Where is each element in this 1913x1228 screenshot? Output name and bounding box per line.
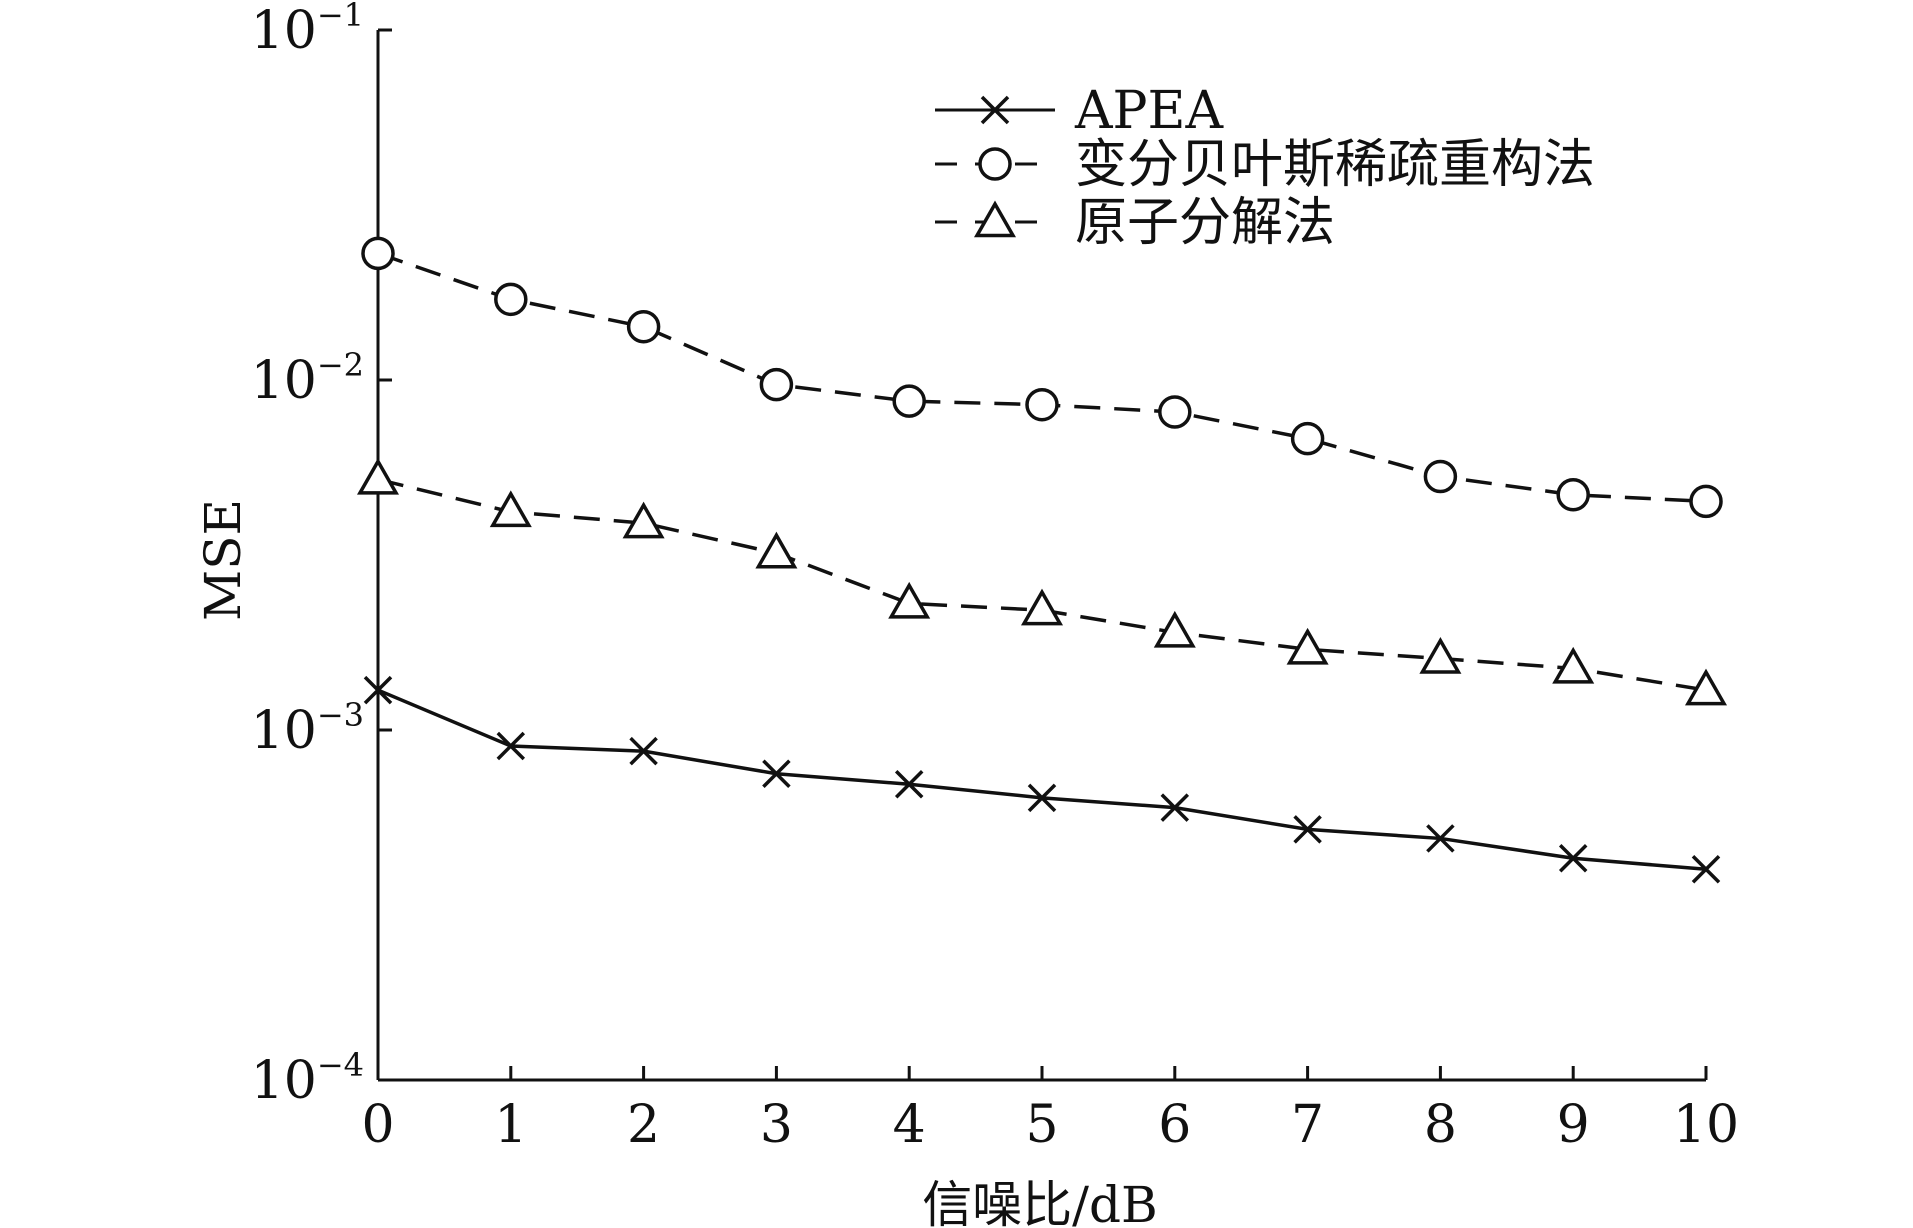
data-point <box>894 769 924 799</box>
x-tick-label: 7 <box>1291 1095 1324 1155</box>
data-point <box>1684 668 1728 706</box>
y-tick-label: 10−2 <box>251 346 364 411</box>
data-point <box>759 367 794 402</box>
data-point <box>496 731 526 761</box>
legend-label: 变分贝叶斯稀疏重构法 <box>1075 135 1595 195</box>
legend-label: 原子分解法 <box>1075 193 1335 253</box>
x-tick-label: 6 <box>1158 1095 1191 1155</box>
data-point <box>629 736 658 766</box>
series-line <box>377 251 1707 504</box>
data-point <box>1158 395 1192 429</box>
data-point <box>361 236 395 271</box>
x-tick-label: 5 <box>1025 1095 1058 1155</box>
x-axis-label: 信噪比/dB <box>922 1176 1158 1228</box>
x-marker-stroke <box>1293 815 1322 844</box>
data-point <box>1423 459 1458 494</box>
data-point <box>1025 387 1059 422</box>
data-point <box>1160 793 1190 822</box>
x-marker-stroke <box>629 736 658 766</box>
x-marker-stroke <box>1426 824 1455 853</box>
series-1 <box>363 675 1721 884</box>
data-point <box>1689 484 1723 519</box>
axes-layer: 0 1 2 3 4 5 6 7 8 9 10 10−1 10−2 10−3 10−4 <box>251 0 1739 1155</box>
x-marker-stroke <box>1027 783 1057 813</box>
legend-entry: 变分贝叶斯稀疏重构法 <box>935 135 1595 195</box>
data-point <box>762 759 791 788</box>
x-marker-stroke <box>1558 844 1588 873</box>
data-point <box>1020 588 1064 626</box>
x-tick-label: 1 <box>494 1095 527 1155</box>
y-tick-label: 10−4 <box>251 1046 364 1111</box>
x-marker-stroke <box>496 731 526 761</box>
x-tick-label: 8 <box>1424 1095 1457 1155</box>
data-point <box>622 501 665 539</box>
x-marker-stroke <box>1160 793 1190 822</box>
x-tick-label: 9 <box>1557 1095 1590 1155</box>
x-marker-stroke <box>762 759 791 788</box>
x-tick-label: 2 <box>627 1095 660 1155</box>
data-point <box>494 282 528 317</box>
series-3 <box>356 457 1728 706</box>
y-tick-label: 10−1 <box>251 0 364 61</box>
series-line <box>377 688 1707 872</box>
y-tick-label: 10−3 <box>251 696 364 761</box>
data-point <box>626 309 661 344</box>
data-point <box>1286 627 1329 665</box>
data-point <box>1556 478 1590 512</box>
data-point <box>1027 783 1057 813</box>
x-tick-label: 0 <box>361 1095 394 1155</box>
data-point <box>1419 637 1462 674</box>
legend-marker <box>980 95 1010 125</box>
data-point <box>1552 646 1595 684</box>
x-tick-label: 3 <box>760 1095 793 1155</box>
series-layer <box>356 236 1728 884</box>
x-tick-label: 10 <box>1673 1095 1739 1155</box>
legend-marker <box>978 147 1012 181</box>
x-marker-stroke <box>1691 855 1721 884</box>
x-marker-stroke <box>894 769 924 799</box>
data-point <box>888 581 931 619</box>
legend-marker <box>973 200 1017 238</box>
data-point <box>1290 421 1325 456</box>
series-2 <box>361 236 1723 519</box>
legend-label: APEA <box>1074 81 1225 141</box>
data-point <box>356 457 400 495</box>
data-point <box>755 531 798 569</box>
x-marker-stroke <box>980 95 1010 125</box>
y-axis-label: MSE <box>194 499 252 621</box>
data-point <box>489 490 532 528</box>
data-point <box>1691 855 1721 884</box>
legend-entry: APEA <box>935 81 1225 141</box>
data-point <box>363 675 393 705</box>
series-line <box>377 477 1707 692</box>
data-point <box>1558 844 1588 873</box>
legend-entry: 原子分解法 <box>935 193 1335 253</box>
x-tick-label: 4 <box>893 1095 926 1155</box>
data-point <box>1153 610 1196 648</box>
data-point <box>1293 815 1322 844</box>
data-point <box>1426 824 1455 853</box>
data-point <box>892 384 926 418</box>
x-marker-stroke <box>363 675 393 705</box>
